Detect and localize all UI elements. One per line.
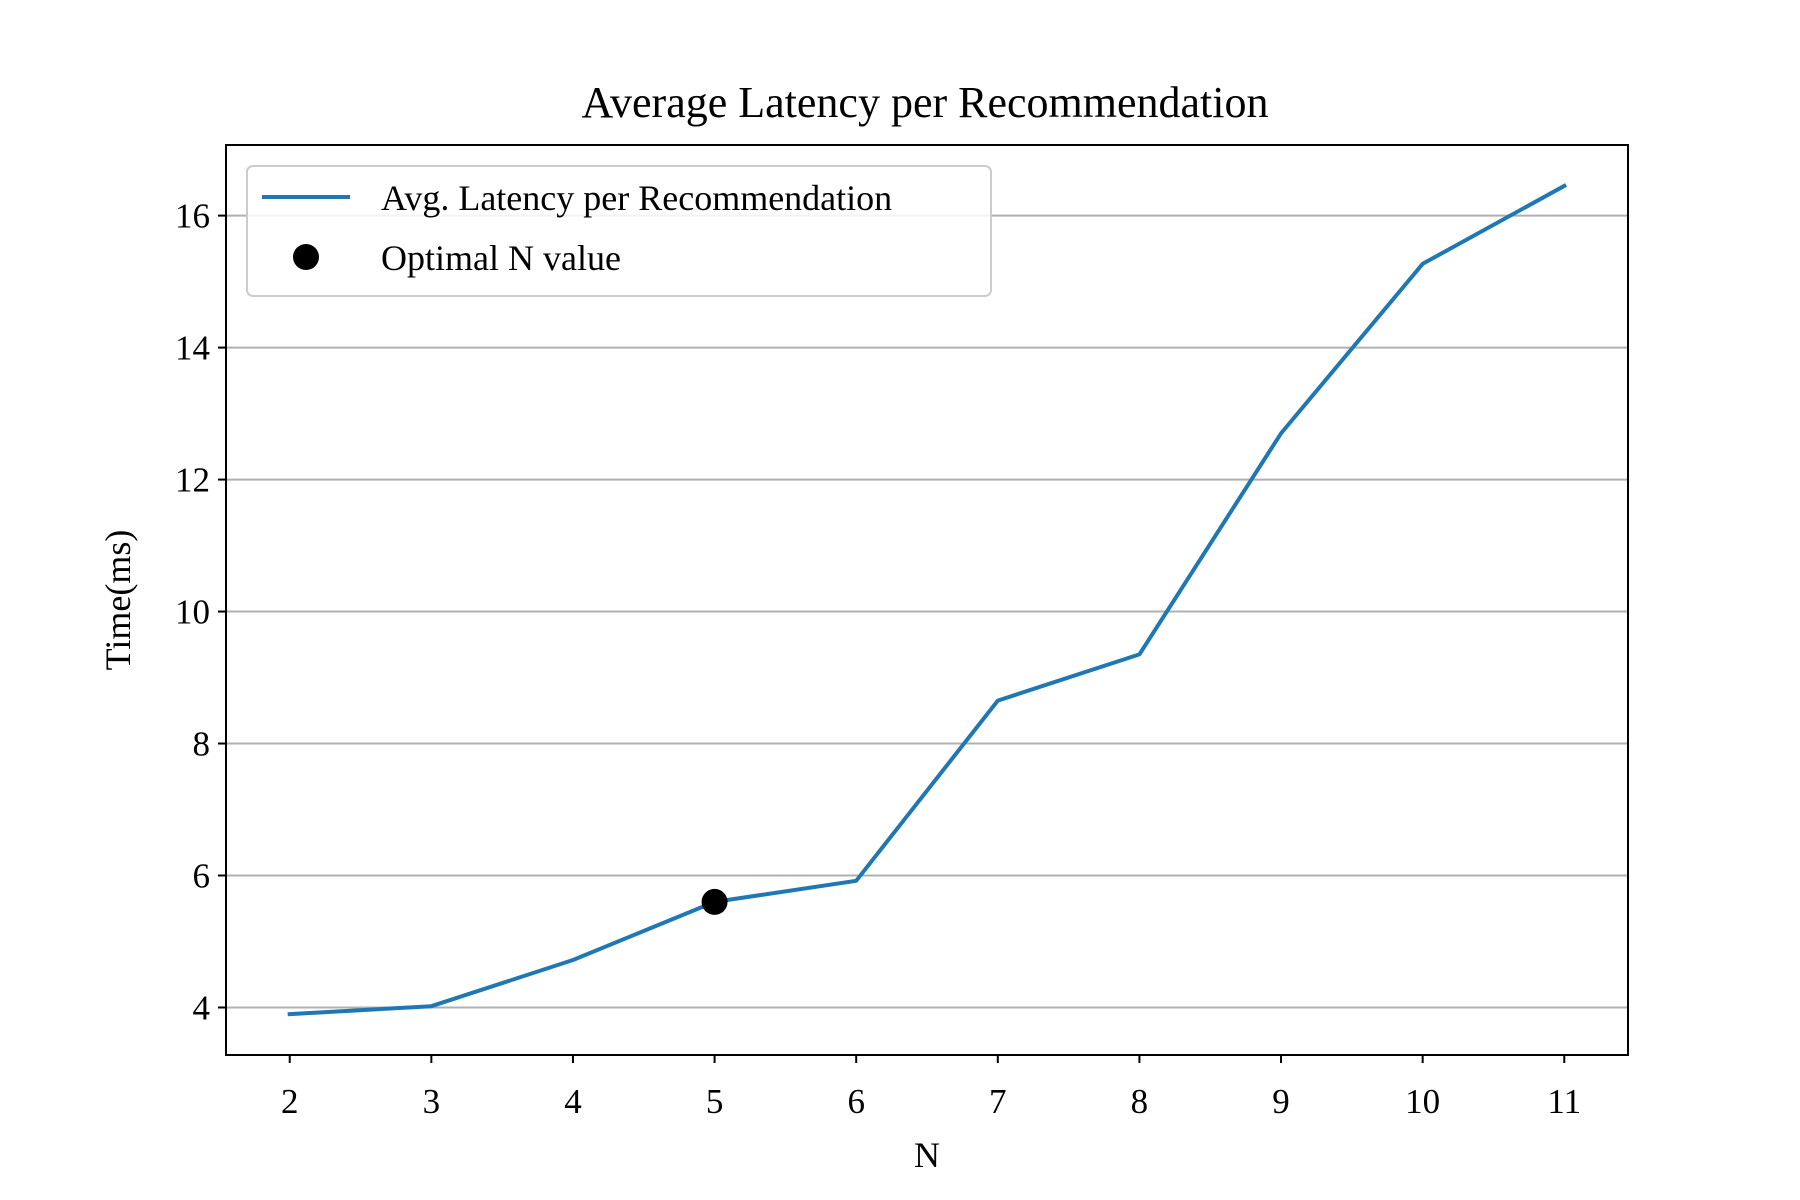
legend: Avg. Latency per Recommendation Optimal …: [246, 165, 992, 297]
x-tick-label: 7: [989, 1082, 1007, 1121]
y-tick-label: 10: [175, 593, 210, 632]
chart-title: Average Latency per Recommendation: [582, 78, 1269, 127]
x-tick-label: 10: [1405, 1082, 1440, 1121]
legend-box: [246, 165, 992, 297]
x-axis-label: N: [914, 1135, 940, 1175]
y-tick-label: 14: [175, 329, 210, 368]
legend-label-optimal: Optimal N value: [381, 238, 621, 278]
x-tick-label: 3: [423, 1082, 441, 1121]
y-tick-label: 12: [175, 461, 210, 500]
x-tick-label: 9: [1272, 1082, 1290, 1121]
x-tick-label: 11: [1547, 1082, 1581, 1121]
y-axis-label: Time(ms): [98, 530, 138, 671]
y-tick-label: 4: [193, 988, 211, 1027]
x-axis: 2 3 4 5 6 7 8 9 10 11: [281, 1055, 1581, 1121]
y-tick-label: 16: [175, 197, 210, 236]
x-tick-label: 4: [564, 1082, 582, 1121]
legend-point-swatch: [293, 244, 319, 270]
y-tick-label: 6: [193, 857, 211, 896]
x-tick-label: 8: [1131, 1082, 1149, 1121]
legend-label-latency: Avg. Latency per Recommendation: [381, 178, 892, 218]
plot-series: [287, 183, 1568, 1017]
series-line-latency: [287, 183, 1568, 1017]
optimal-point: [701, 888, 728, 915]
y-axis: 4 6 8 10 12 14 16: [175, 197, 226, 1027]
x-tick-label: 6: [847, 1082, 865, 1121]
y-tick-label: 8: [193, 725, 211, 764]
plot-frame: [225, 144, 1629, 1056]
x-tick-label: 2: [281, 1082, 299, 1121]
grid-lines: [226, 214, 1628, 1009]
x-tick-label: 5: [706, 1082, 724, 1121]
